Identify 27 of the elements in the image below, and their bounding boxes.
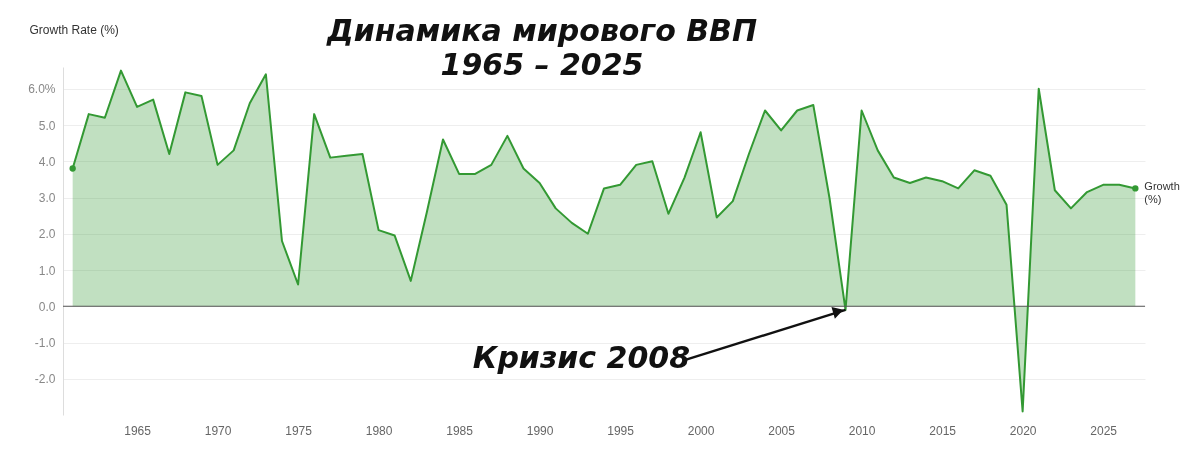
y-tick-label: -2.0: [34, 372, 56, 387]
x-tick-label: 2005: [768, 423, 796, 438]
x-tick-label: 1980: [365, 423, 393, 438]
series-label: Growth (%): [1144, 180, 1180, 206]
annotation: Кризис 2008: [472, 339, 691, 375]
x-tick-label: 2000: [687, 423, 715, 438]
y-tick-label: 4.0: [38, 154, 56, 169]
x-tick-label: 1965: [124, 423, 152, 438]
y-tick-label: 6.0%: [28, 82, 56, 97]
y-tick-label: 1.0: [38, 263, 56, 278]
y-tick-label: 5.0: [38, 118, 56, 133]
y-tick-label: 3.0: [38, 191, 56, 205]
y-tick-label: -1.0: [34, 336, 56, 350]
y-tick-label: 0.0: [38, 299, 56, 314]
y-tick-label: 2.0: [38, 227, 56, 242]
x-tick-label: 2015: [929, 423, 957, 438]
x-tick-label: 1995: [607, 423, 635, 438]
x-tick-label: 2020: [1009, 423, 1037, 438]
chart-title: Динамика мирового ВВП: [325, 13, 758, 48]
x-tick-label: 1985: [446, 423, 474, 438]
chart-subtitle: 1965 – 2025: [440, 47, 644, 82]
x-tick-label: 1990: [526, 423, 554, 438]
x-tick-label: 1975: [285, 423, 313, 438]
y-axis-title: Growth Rate (%): [29, 22, 119, 37]
x-tick-label: 1970: [204, 423, 232, 438]
x-tick-label: 2025: [1090, 423, 1118, 438]
x-tick-label: 2010: [848, 423, 876, 438]
